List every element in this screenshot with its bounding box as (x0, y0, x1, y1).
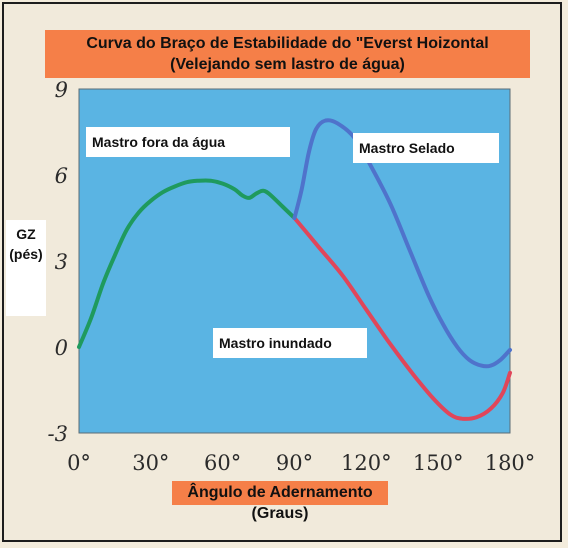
y-tick-label: 3 (55, 250, 68, 274)
annotation-mastro-fora: Mastro fora da água (86, 127, 290, 157)
chart-title: Curva do Braço de Estabilidade do "Evers… (86, 35, 489, 52)
annotation-mastro-selado-text: Mastro Selado (359, 140, 455, 156)
x-tick-label: 0° (67, 451, 91, 475)
y-axis-label: GZ (16, 226, 36, 242)
y-axis-label-box: GZ (pés) (6, 220, 46, 316)
x-tick-label: 60° (204, 451, 241, 475)
y-tick-label: 6 (55, 164, 68, 188)
x-tick-label: 150° (413, 451, 464, 475)
y-tick-label: 0 (55, 336, 68, 360)
series-line-mastro-selado (292, 118, 512, 369)
y-tick-label: -3 (48, 422, 68, 446)
x-tick-label: 120° (341, 451, 392, 475)
x-tick-label: 30° (132, 451, 169, 475)
series-line-mastro-inundado (292, 216, 512, 421)
x-axis-label: Ângulo de Adernamento (187, 484, 373, 501)
annotation-mastro-inundado: Mastro inundado (213, 328, 367, 358)
y-tick-label: 9 (55, 78, 68, 102)
annotation-mastro-fora-box (86, 127, 290, 157)
x-tick-label: 180° (485, 451, 536, 475)
x-tick-label: 90° (276, 451, 313, 475)
annotation-mastro-selado: Mastro Selado (353, 133, 499, 163)
annotation-mastro-fora-text: Mastro fora da água (92, 134, 225, 150)
x-axis-label-box: Ângulo de Adernamento (172, 481, 388, 505)
series-line-mastro-fora-da-agua (77, 178, 297, 349)
chart-title-box: Curva do Braço de Estabilidade do "Evers… (45, 30, 530, 78)
annotation-mastro-inundado-text: Mastro inundado (219, 335, 332, 351)
y-axis-unit: (pés) (9, 246, 43, 262)
annotation-mastro-selado-box (353, 133, 499, 163)
annotation-mastro-inundado-box (213, 328, 367, 358)
x-axis-unit: (Graus) (251, 505, 309, 522)
chart-subtitle: (Velejando sem lastro de água) (170, 56, 405, 73)
